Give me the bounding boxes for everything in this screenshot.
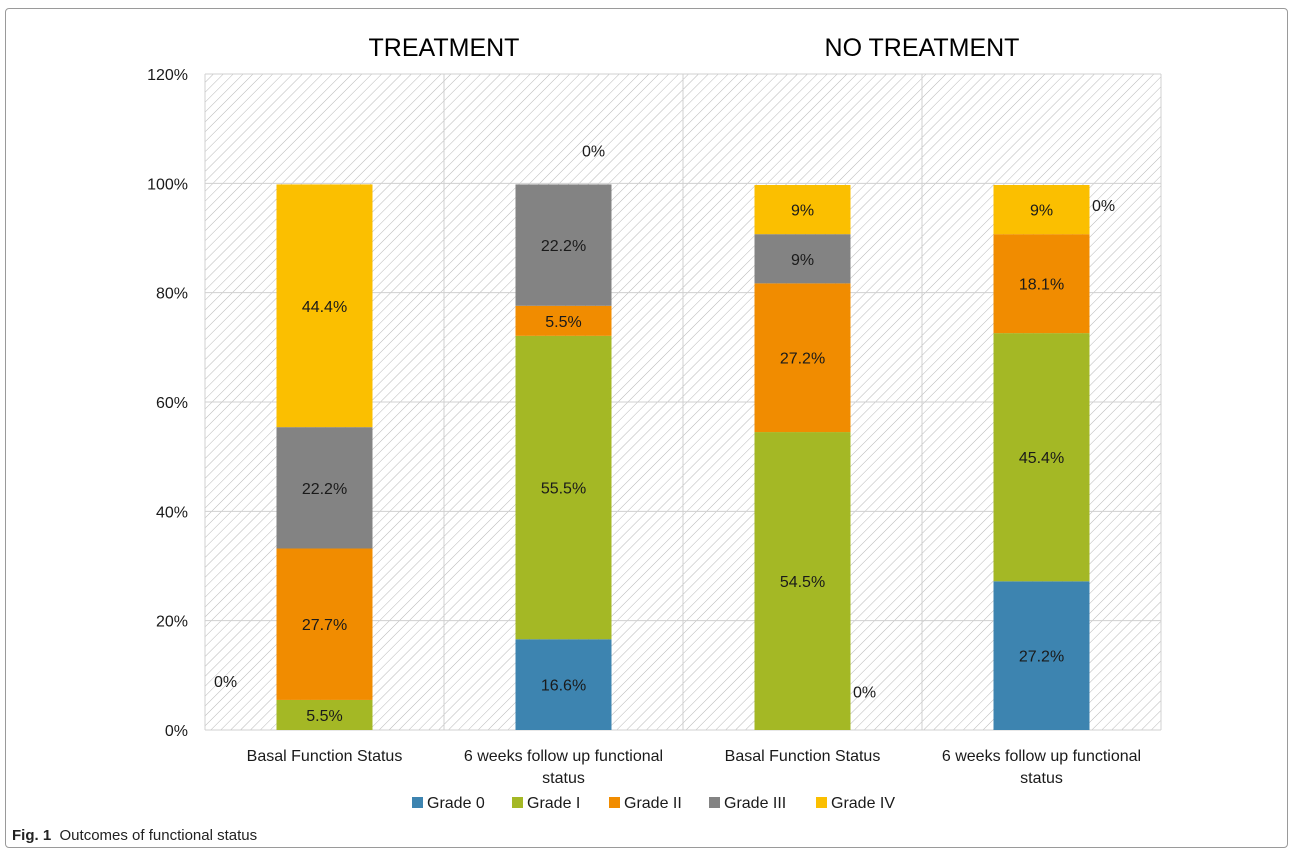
data-label: 22.2% (302, 481, 347, 498)
bar-segment (276, 184, 373, 428)
bar-segment (993, 184, 1090, 235)
data-label: 27.2% (1019, 649, 1064, 666)
legend-label: Grade IV (831, 795, 895, 812)
bar-segment (276, 548, 373, 700)
bar-segment (515, 335, 612, 640)
legend-label: Grade II (624, 795, 682, 812)
legend-swatch (512, 797, 523, 808)
data-label: 9% (791, 252, 814, 269)
bar-segment (993, 581, 1090, 730)
zero-data-label: 0% (853, 685, 876, 702)
data-label: 44.4% (302, 299, 347, 316)
y-tick-label: 60% (156, 395, 188, 412)
zero-data-label: 0% (582, 144, 605, 161)
data-label: 9% (1030, 203, 1053, 220)
data-label: 9% (791, 203, 814, 220)
bar-segment (276, 427, 373, 549)
legend-swatch (709, 797, 720, 808)
x-category-label: 6 weeks follow up functional status (942, 748, 1141, 787)
figure-caption-text: Outcomes of functional status (59, 827, 258, 844)
bar-segment (754, 184, 851, 235)
figure-frame (5, 8, 1288, 848)
y-tick-label: 20% (156, 614, 188, 631)
data-label: 45.4% (1019, 450, 1064, 467)
data-label: 27.2% (780, 351, 825, 368)
legend-label: Grade I (527, 795, 580, 812)
data-label: 55.5% (541, 481, 586, 498)
bar-segment (515, 184, 612, 306)
legend-label: Grade III (724, 795, 786, 812)
y-tick-label: 100% (147, 176, 188, 193)
y-axis: 0% 20% 40% 60% 80% 100% 120% (147, 67, 188, 740)
y-tick-label: 0% (165, 723, 188, 740)
data-label: 16.6% (541, 678, 586, 695)
x-category-label: Basal Function Status (247, 748, 403, 765)
bar-segment (276, 699, 373, 730)
legend-swatch (412, 797, 423, 808)
figure-caption: Fig. 1 Outcomes of functional status (12, 827, 257, 844)
legend-swatch (609, 797, 620, 808)
x-category-label: 6 weeks follow up functional status (464, 748, 663, 787)
legend-swatch (816, 797, 827, 808)
data-label: 18.1% (1019, 277, 1064, 294)
data-label: 27.7% (302, 617, 347, 634)
x-category-label: Basal Function Status (725, 748, 881, 765)
zero-data-label: 0% (1092, 198, 1115, 215)
group-title: NO TREATMENT (825, 34, 1020, 62)
bar-segment (754, 283, 851, 433)
data-labels-layer: 5.5% 27.7% 22.2% 44.4% 16.6% 55.5% 5.5% 22.2% 54… (214, 144, 1115, 725)
y-tick-label: 80% (156, 286, 188, 303)
bar-segment (754, 234, 851, 284)
data-label: 22.2% (541, 238, 586, 255)
bar-segment (993, 234, 1090, 334)
bar-segment (515, 639, 612, 730)
y-tick-label: 40% (156, 504, 188, 521)
legend-label: Grade 0 (427, 795, 485, 812)
bar-segment (754, 432, 851, 730)
bar-segment (515, 305, 612, 336)
y-tick-label: 120% (147, 67, 188, 84)
bars-layer (276, 184, 1090, 730)
legend: Grade 0 Grade I Grade II Grade III Grade IV (412, 795, 895, 812)
group-title: TREATMENT (369, 34, 520, 62)
data-label: 54.5% (780, 574, 825, 591)
data-label: 5.5% (545, 314, 581, 331)
zero-data-label: 0% (214, 674, 237, 691)
data-label: 5.5% (306, 708, 342, 725)
figure-label: Fig. 1 (12, 827, 52, 844)
group-separators (204, 74, 1162, 730)
bar-segment (993, 333, 1090, 582)
x-axis: Basal Function Status 6 weeks follow up f… (247, 748, 1141, 787)
group-titles: TREATMENT NO TREATMENT (369, 34, 1020, 62)
